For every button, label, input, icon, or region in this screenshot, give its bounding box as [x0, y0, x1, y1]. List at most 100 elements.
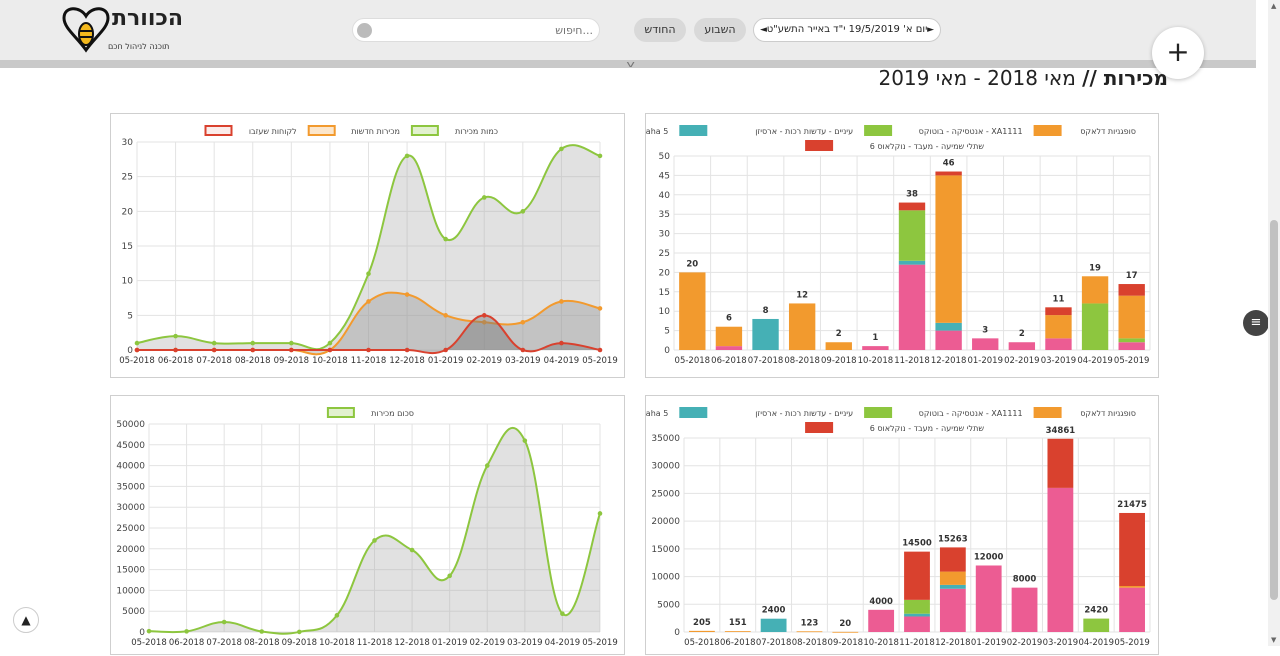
x-tick-label: 11-2018 [894, 356, 930, 366]
data-point [366, 271, 371, 277]
legend-label: לקוחות שעזבו [249, 127, 297, 136]
bar-total-label: 19 [1089, 263, 1101, 273]
x-tick-label: 04-2019 [1077, 356, 1113, 366]
bar-segment [715, 346, 743, 350]
search-box[interactable] [352, 18, 600, 42]
x-tick-label: 03-2019 [507, 638, 543, 648]
search-icon[interactable] [357, 23, 372, 38]
y-tick-label: 25 [659, 249, 670, 259]
series-area [137, 145, 600, 350]
bar-segment [898, 260, 926, 265]
data-point [481, 319, 487, 325]
x-tick-label: 06-2018 [720, 638, 756, 648]
bar-segment [939, 588, 966, 632]
this-week-button[interactable]: השבוע [694, 18, 746, 42]
x-tick-label: 08-2018 [244, 638, 280, 648]
chevron-up-icon[interactable]: ▲ [21, 613, 31, 627]
scroll-top-button[interactable]: ▲ [13, 607, 39, 633]
bar-segment [898, 264, 926, 350]
y-tick-label: 40 [659, 191, 671, 201]
date-navigator: ◄ יום א' 19/5/2019 י"ד באייר התשע"ט ► [753, 18, 941, 42]
data-point [334, 613, 340, 618]
bar-segment [689, 630, 715, 632]
top-bar [0, 0, 1256, 62]
data-point [250, 340, 256, 346]
bar-segment [788, 303, 816, 350]
bar-segment [1119, 585, 1145, 588]
data-point [211, 347, 217, 353]
logo[interactable]: הכוורת תוכנה לניהול חכם [62, 4, 183, 56]
legend-label: סופגניות דלאקס [1080, 127, 1136, 136]
bar-total-label: 15263 [938, 534, 968, 544]
scroll-up-arrow[interactable]: ▲ [1271, 2, 1277, 10]
scroll-thumb[interactable] [1270, 220, 1278, 600]
x-tick-label: 05-2019 [582, 638, 618, 648]
data-point [297, 629, 302, 635]
this-month-button[interactable]: החודש [634, 18, 686, 42]
legend-label: כמות מכירות [455, 127, 498, 136]
data-point [134, 340, 140, 346]
bar-segment [972, 338, 999, 350]
bar-segment [898, 210, 926, 261]
x-tick-label: 04-2019 [545, 638, 581, 648]
y-tick-label: 5 [127, 311, 133, 321]
bar-segment [1045, 338, 1072, 350]
x-tick-label: 01-2019 [432, 638, 468, 648]
data-point [404, 292, 410, 297]
legend-label: עיניים - עדשות רכות - ארסיזן [755, 409, 853, 418]
bar-segment [1119, 512, 1145, 586]
collapse-strip[interactable]: v [0, 60, 1256, 70]
chevron-down-icon[interactable]: v [626, 60, 635, 70]
y-tick-label: 0 [127, 346, 133, 356]
bar-segment [1047, 438, 1074, 488]
bar-total-label: 38 [906, 190, 918, 200]
x-tick-label: 05-2019 [1114, 638, 1150, 648]
chart-legend-row2: שתלי שמיעה - מעבד - נוקלאוס 6 [805, 140, 984, 151]
x-tick-label: 10-2018 [858, 356, 894, 366]
data-point [481, 195, 487, 200]
bar-segment [1118, 295, 1145, 339]
chart-legend: סופגניות דלאקס אנטסיקה - בוטוקס - XA1111 ע… [646, 407, 1136, 418]
page-title-range: מאי 2018 - מאי 2019 [878, 66, 1076, 90]
bar-segment [868, 609, 895, 632]
legend-label: שתלי שמיעה - מעבד - נוקלאוס 6 [870, 424, 985, 433]
x-tick-label: 12-2018 [394, 638, 430, 648]
bar-segment [825, 342, 852, 350]
bar-total-label: 3 [982, 325, 988, 335]
data-point [597, 153, 603, 159]
products-count-bar-chart: 0 5 10 15 20 25 30 35 40 45 50 05-2018 06-2018 07-201… [646, 125, 1151, 366]
x-tick-label: 04-2019 [544, 356, 580, 366]
y-tick-label: 50000 [116, 420, 145, 430]
y-tick-label: 0 [664, 346, 670, 356]
legend-label: אנטסיקה - בוטוקס - XA1111 [919, 127, 1023, 136]
bar-segment [1045, 315, 1072, 339]
bar-segment [935, 175, 962, 323]
x-tick-label: 06-2018 [169, 638, 205, 648]
x-tick-label: 10-2018 [319, 638, 355, 648]
bar-segment [1045, 307, 1072, 316]
scroll-down-arrow[interactable]: ▼ [1271, 636, 1277, 644]
bar-segment [939, 571, 966, 585]
hamburger-icon[interactable]: ≡ [1250, 315, 1262, 330]
bar-segment [1011, 587, 1038, 632]
side-menu-button[interactable]: ≡ [1243, 310, 1269, 336]
x-tick-label: 12-2018 [931, 356, 967, 366]
x-tick-label: 05-2019 [1114, 356, 1150, 366]
data-point [597, 511, 603, 516]
bar-total-label: 123 [801, 618, 819, 628]
x-tick-label: 09-2018 [274, 356, 310, 366]
page-scrollbar[interactable]: ▲ ▼ [1268, 0, 1280, 646]
y-tick-label: 50 [659, 152, 671, 162]
x-tick-label: 05-2018 [131, 638, 167, 648]
next-day-button[interactable]: ► [927, 25, 934, 35]
prev-day-button[interactable]: ◄ [760, 25, 767, 35]
data-point [443, 236, 448, 242]
search-input[interactable] [377, 22, 593, 38]
data-point [409, 547, 415, 553]
bar-total-label: 205 [693, 618, 711, 628]
bar-total-label: 2 [836, 329, 842, 339]
y-tick-label: 0 [139, 628, 145, 638]
add-button[interactable]: + [1152, 27, 1204, 79]
current-date: יום א' 19/5/2019 י"ד באייר התשע"ט [766, 24, 928, 35]
legend-label: סופגניות דלאקס [1080, 409, 1136, 418]
